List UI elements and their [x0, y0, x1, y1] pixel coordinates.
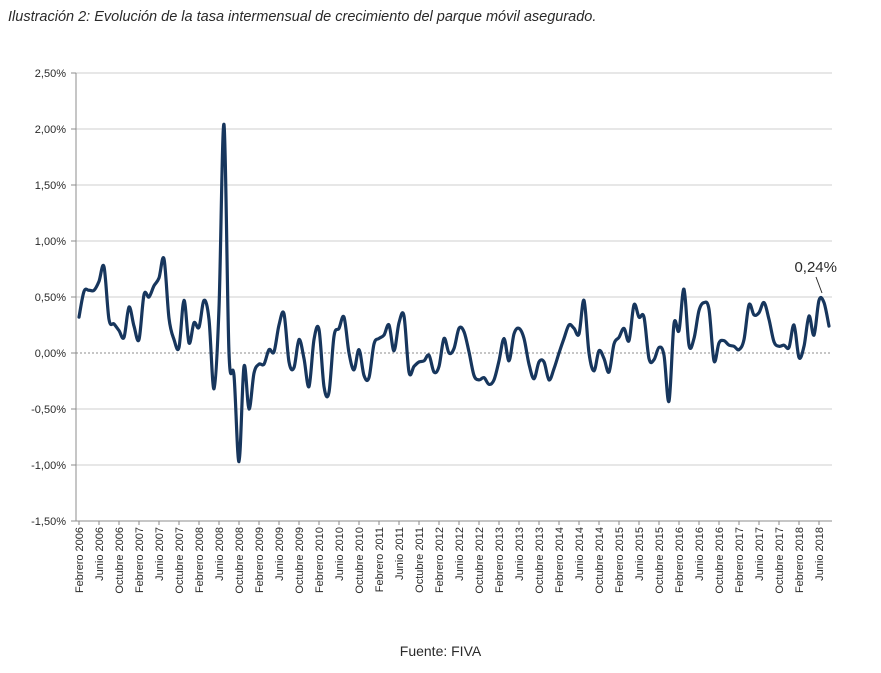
x-tick-label: Febrero 2011 — [374, 527, 386, 592]
x-tick-label: Octubre 2013 — [534, 527, 546, 594]
x-tick-label: Febrero 2008 — [194, 527, 206, 593]
y-tick-label: -1,00% — [31, 460, 66, 472]
x-tick-label: Octubre 2009 — [294, 527, 306, 594]
figure-caption: Ilustración 2: Evolución de la tasa inte… — [8, 9, 596, 25]
x-tick-label: Febrero 2014 — [554, 527, 566, 593]
x-tick-label: Febrero 2010 — [314, 527, 326, 593]
x-tick-label: Octubre 2015 — [654, 527, 666, 594]
x-tick-label: Febrero 2006 — [74, 527, 86, 593]
x-tick-label: Junio 2014 — [574, 527, 586, 581]
x-tick-label: Octubre 2008 — [234, 527, 246, 594]
x-tick-label: Octubre 2016 — [714, 527, 726, 594]
caption-text: Evolución de la tasa intermensual de cre… — [94, 9, 597, 25]
x-tick-label: Junio 2011 — [394, 527, 406, 580]
series-line — [77, 122, 831, 464]
x-tick-label: Febrero 2016 — [674, 527, 686, 593]
x-tick-label: Febrero 2012 — [434, 527, 446, 593]
annotation-leader — [815, 276, 823, 294]
x-tick-label: Junio 2009 — [274, 527, 286, 581]
x-tick-label: Octubre 2017 — [774, 527, 786, 594]
y-tick-label: -1,50% — [31, 516, 66, 528]
x-tick-label: Febrero 2013 — [494, 527, 506, 593]
caption-label: Ilustración 2: — [8, 9, 91, 25]
source-note: Fuente: FIVA — [399, 643, 482, 659]
annotation-label: 0,24% — [794, 259, 837, 276]
x-tick-label: Febrero 2009 — [254, 527, 266, 593]
line-chart: 2,50% 2,00% 1,50% 1,00% 0,50% 0,00% -0,50% -1,0… — [31, 68, 837, 594]
y-tick-label: 2,00% — [35, 124, 66, 136]
y-tick-label: 0,00% — [35, 348, 66, 360]
x-tick-label: Octubre 2007 — [174, 527, 186, 594]
x-tick-label: Junio 2012 — [454, 527, 466, 581]
x-tick-label: Octubre 2010 — [354, 527, 366, 594]
x-tick-label: Junio 2013 — [514, 527, 526, 581]
y-tick-label: 0,50% — [35, 292, 66, 304]
x-tick-label: Febrero 2007 — [134, 527, 146, 593]
x-tick-label: Junio 2015 — [634, 527, 646, 581]
annotation-group: 0,24% — [794, 259, 837, 294]
x-tick-label: Junio 2007 — [154, 527, 166, 581]
x-tick-label: Febrero 2015 — [614, 527, 626, 593]
x-tick-label: Junio 2017 — [754, 527, 766, 581]
x-tick-label: Junio 2008 — [214, 527, 226, 581]
y-tick-label: -0,50% — [31, 404, 66, 416]
x-tick-label: Junio 2018 — [814, 527, 826, 581]
x-tick-label: Octubre 2014 — [594, 527, 606, 594]
x-axis: Febrero 2006 Junio 2006 Octubre 2006 Febrer… — [74, 520, 832, 594]
x-tick-label: Febrero 2018 — [794, 527, 806, 593]
y-tick-label: 2,50% — [35, 68, 66, 80]
x-tick-label: Junio 2006 — [94, 527, 106, 581]
y-tick-label: 1,00% — [35, 236, 66, 248]
x-tick-label: Junio 2016 — [694, 527, 706, 581]
y-axis: 2,50% 2,00% 1,50% 1,00% 0,50% 0,00% -0,50% -1,0… — [31, 68, 77, 528]
gridlines — [76, 72, 832, 522]
series-group — [77, 122, 831, 464]
x-tick-label: Octubre 2011 — [414, 527, 426, 593]
y-tick-label: 1,50% — [35, 180, 66, 192]
x-tick-label: Junio 2010 — [334, 527, 346, 581]
x-tick-label: Octubre 2006 — [114, 527, 126, 594]
x-tick-label: Octubre 2012 — [474, 527, 486, 594]
x-tick-label: Febrero 2017 — [734, 527, 746, 593]
